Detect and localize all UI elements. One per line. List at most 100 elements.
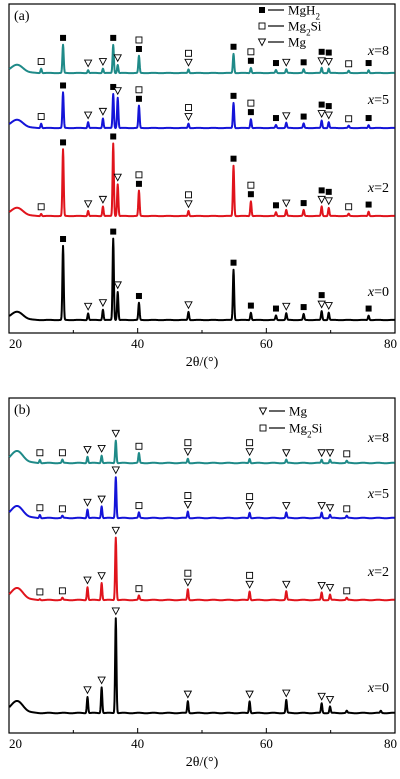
mg2si-marker xyxy=(345,115,353,123)
mg-marker xyxy=(257,38,267,47)
mg-marker xyxy=(83,302,93,311)
mgh2-marker xyxy=(60,236,67,242)
x-tick-label: 80 xyxy=(384,336,397,351)
mgh2-marker xyxy=(247,57,254,64)
mgh2-marker xyxy=(110,133,117,140)
mg-marker xyxy=(83,686,92,695)
plot-frame xyxy=(8,397,396,734)
mg-marker xyxy=(184,301,193,310)
mg-marker xyxy=(245,580,254,589)
series-line xyxy=(8,536,396,602)
mgh2-marker xyxy=(365,305,372,312)
mgh2-marker xyxy=(230,43,237,50)
mg-marker xyxy=(97,676,106,685)
mg-marker xyxy=(83,446,92,454)
mg-marker xyxy=(183,501,193,509)
plot-frame xyxy=(8,3,396,334)
mg-marker xyxy=(324,302,333,311)
mg-marker xyxy=(98,195,108,204)
mg2si-marker xyxy=(58,587,66,595)
mg-marker xyxy=(282,580,291,589)
mg-marker xyxy=(184,113,193,122)
x-axis-label: 2θ/(°) xyxy=(186,755,219,770)
mg-marker xyxy=(317,581,326,590)
series-label: x=2 xyxy=(367,181,389,196)
mg2si-marker xyxy=(135,171,143,179)
mgh2-marker xyxy=(365,60,372,67)
mgh2-marker xyxy=(300,200,307,207)
mg-marker xyxy=(317,300,326,309)
mg-marker xyxy=(98,107,108,116)
mg-marker xyxy=(282,689,291,698)
mg2si-marker xyxy=(343,587,351,595)
mgh2-marker xyxy=(60,139,67,146)
series-line xyxy=(8,476,396,520)
mg-marker xyxy=(317,57,326,66)
mgh2-marker xyxy=(325,103,332,110)
series-label: x=8 xyxy=(367,431,389,446)
mgh2-marker xyxy=(135,292,142,299)
mg2si-marker xyxy=(58,449,66,457)
mg2si-marker xyxy=(259,424,267,432)
mg-marker xyxy=(317,502,326,511)
series-label: x=5 xyxy=(367,487,389,502)
x-tick-label: 20 xyxy=(9,736,22,751)
mg-marker xyxy=(183,448,193,457)
mg-marker xyxy=(282,502,291,511)
mg2si-marker xyxy=(135,36,143,44)
series-line xyxy=(8,617,396,715)
x-tick-label: 80 xyxy=(384,736,397,751)
mg-marker xyxy=(325,584,335,593)
mg2si-marker xyxy=(345,203,353,211)
mgh2-marker xyxy=(300,304,307,311)
panel-label: (a) xyxy=(14,9,30,24)
mg-marker xyxy=(97,572,106,581)
mg2si-marker xyxy=(246,571,254,579)
mg2si-marker xyxy=(36,449,44,457)
mgh2-marker xyxy=(230,92,237,99)
mg-marker xyxy=(111,429,121,438)
mg-marker xyxy=(113,281,122,290)
mg-marker xyxy=(325,696,335,704)
mgh2-marker xyxy=(247,109,254,116)
mg-marker xyxy=(113,87,122,96)
series-line xyxy=(8,142,396,218)
mg-marker xyxy=(183,690,193,699)
mg-marker xyxy=(317,110,326,119)
mg-marker xyxy=(245,502,254,511)
mgh2-marker xyxy=(110,228,117,235)
mg-marker xyxy=(324,197,333,206)
panel-b: (b) 20 40 60 80 2θ/(°) x=0 x=2 x=5 x=8 Mg Mg2Si xyxy=(8,397,397,770)
mg-marker xyxy=(325,449,335,458)
x-axis-label: 2θ/(°) xyxy=(186,355,219,370)
mgh2-marker xyxy=(365,201,372,208)
panel-label: (b) xyxy=(14,403,31,418)
x-tick-label: 40 xyxy=(131,736,144,751)
mgh2-marker xyxy=(110,34,117,41)
mg2si-marker xyxy=(246,439,254,447)
series-line xyxy=(8,439,396,465)
mgh2-marker xyxy=(135,180,142,187)
series-label: x=5 xyxy=(367,93,389,108)
mg-marker xyxy=(245,690,254,699)
mg2si-marker xyxy=(37,113,45,121)
series-label: x=2 xyxy=(367,565,389,580)
mgh2-marker xyxy=(230,259,237,266)
mgh2-marker xyxy=(318,292,325,299)
mgh2-marker xyxy=(60,34,67,41)
mgh2-marker xyxy=(318,187,325,194)
mg-marker xyxy=(324,111,333,120)
mg-marker xyxy=(282,58,291,67)
mg2si-marker xyxy=(184,439,192,447)
mg-marker xyxy=(83,111,93,120)
mg-marker xyxy=(282,449,291,458)
mgh2-marker xyxy=(300,59,307,66)
mg2si-marker xyxy=(37,58,45,66)
mg-marker xyxy=(282,302,291,311)
mgh2-marker xyxy=(318,48,325,55)
mgh2-marker xyxy=(110,83,117,90)
mg-marker xyxy=(113,54,122,63)
mgh2-marker xyxy=(247,302,254,309)
